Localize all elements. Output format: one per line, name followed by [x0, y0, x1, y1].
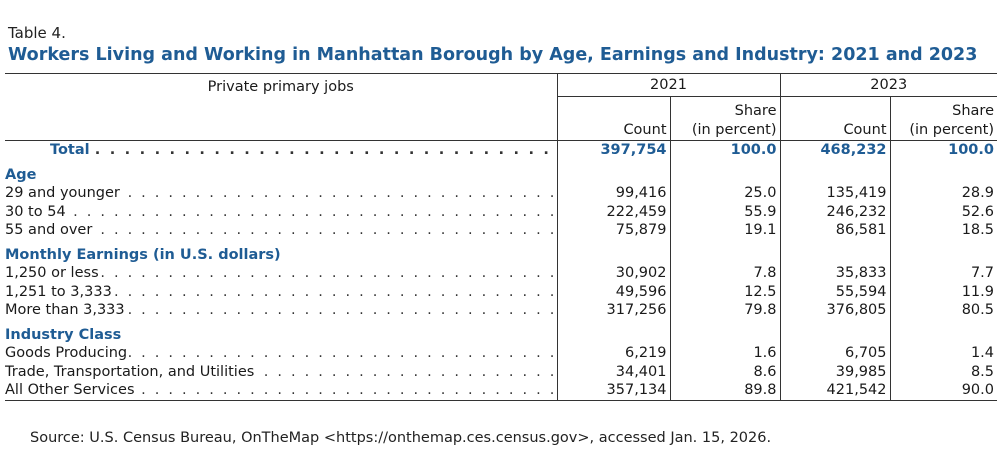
table-row: 29 and younger . . . . . . . . . . . . .… [5, 184, 997, 203]
section-heading: Monthly Earnings (in U.S. dollars) [5, 246, 281, 263]
share-2023: 11.9 [889, 282, 997, 301]
empty-cell [779, 319, 890, 344]
empty-cell [889, 239, 997, 264]
table-title: Workers Living and Working in Manhattan … [8, 45, 978, 65]
table-body: Total . . . . . . . . . . . . . . . . . … [5, 140, 997, 401]
empty-cell [889, 319, 997, 344]
empty-cell [669, 159, 780, 184]
count-header-2023: Count [779, 96, 890, 141]
empty-cell [556, 239, 670, 264]
table-row: Goods Producing . . . . . . . . . . . . … [5, 344, 997, 363]
total-count-2021: 397,754 [556, 140, 670, 160]
year-header-2023: 2023 [779, 73, 997, 97]
share-2023: 90.0 [889, 381, 997, 401]
row-label: 29 and younger . . . . . . . . . . . . .… [5, 185, 553, 201]
share-2021: 1.6 [669, 344, 780, 363]
share-2023: 80.5 [889, 301, 997, 320]
total-label: Total . . . . . . . . . . . . . . . . . … [5, 141, 557, 160]
table-row: 55 and over . . . . . . . . . . . . . . … [5, 221, 997, 240]
empty-cell [889, 159, 997, 184]
share-2021: 8.6 [669, 362, 780, 381]
total-count-2023: 468,232 [779, 140, 890, 160]
table-row: More than 3,333 . . . . . . . . . . . . … [5, 301, 997, 320]
section-heading-row: Age [5, 159, 997, 184]
share-2021: 25.0 [669, 184, 780, 203]
share-2021: 55.9 [669, 202, 780, 221]
share-2023: 52.6 [889, 202, 997, 221]
table-row: All Other Services . . . . . . . . . . .… [5, 381, 997, 401]
empty-cell [779, 239, 890, 264]
count-2021: 49,596 [556, 282, 670, 301]
total-share-2021: 100.0 [669, 140, 780, 160]
share-header-2023: Share (in percent) [889, 96, 997, 141]
stub-header: Private primary jobs [5, 73, 557, 141]
count-2021: 317,256 [556, 301, 670, 320]
count-2021: 222,459 [556, 202, 670, 221]
table-row: 1,250 or less . . . . . . . . . . . . . … [5, 264, 997, 283]
data-table: Private primary jobs 2021 2023 Count Sha… [5, 73, 997, 401]
share-2021: 12.5 [669, 282, 780, 301]
section-heading-row: Industry Class [5, 319, 997, 344]
count-2023: 421,542 [779, 381, 890, 401]
count-2023: 246,232 [779, 202, 890, 221]
count-2023: 376,805 [779, 301, 890, 320]
share-2023: 28.9 [889, 184, 997, 203]
count-2023: 6,705 [779, 344, 890, 363]
total-share-2023: 100.0 [889, 140, 997, 160]
section-heading-row: Monthly Earnings (in U.S. dollars) [5, 239, 997, 264]
share-2023: 8.5 [889, 362, 997, 381]
section-heading: Industry Class [5, 326, 122, 343]
table-row: 30 to 54 . . . . . . . . . . . . . . . .… [5, 202, 997, 221]
row-label: 1,251 to 3,333 . . . . . . . . . . . . .… [5, 283, 553, 300]
row-label: Goods Producing . . . . . . . . . . . . … [5, 345, 553, 361]
count-2023: 135,419 [779, 184, 890, 203]
share-2021: 7.8 [669, 264, 780, 283]
count-2021: 34,401 [556, 362, 670, 381]
count-2021: 6,219 [556, 344, 670, 363]
count-2021: 99,416 [556, 184, 670, 203]
share-2023: 1.4 [889, 344, 997, 363]
total-row: Total . . . . . . . . . . . . . . . . . … [5, 140, 997, 160]
year-header-2021: 2021 [556, 73, 780, 97]
count-2023: 39,985 [779, 362, 890, 381]
empty-cell [669, 239, 780, 264]
share-2021: 19.1 [669, 221, 780, 240]
share-2021: 79.8 [669, 301, 780, 320]
table-label: Table 4. [8, 24, 66, 42]
share-2023: 18.5 [889, 221, 997, 240]
share-2023: 7.7 [889, 264, 997, 283]
share-2021: 89.8 [669, 381, 780, 401]
count-2023: 86,581 [779, 221, 890, 240]
count-2021: 75,879 [556, 221, 670, 240]
row-label: More than 3,333 . . . . . . . . . . . . … [5, 302, 553, 318]
row-label: 1,250 or less . . . . . . . . . . . . . … [5, 265, 553, 281]
section-heading: Age [5, 166, 37, 183]
empty-cell [556, 319, 670, 344]
count-header-2021: Count [556, 96, 670, 141]
row-label: 30 to 54 . . . . . . . . . . . . . . . .… [5, 203, 553, 220]
empty-cell [779, 159, 890, 184]
table-header: Private primary jobs 2021 2023 Count Sha… [5, 73, 997, 141]
source-note: Source: U.S. Census Bureau, OnTheMap <ht… [30, 430, 772, 446]
table-row: 1,251 to 3,333 . . . . . . . . . . . . .… [5, 282, 997, 301]
count-2023: 35,833 [779, 264, 890, 283]
count-2021: 357,134 [556, 381, 670, 401]
empty-cell [556, 159, 670, 184]
row-label: 55 and over . . . . . . . . . . . . . . … [5, 222, 553, 238]
count-2021: 30,902 [556, 264, 670, 283]
empty-cell [669, 319, 780, 344]
table-row: Trade, Transportation, and Utilities . .… [5, 362, 997, 381]
row-label: Trade, Transportation, and Utilities . .… [5, 363, 553, 380]
share-header-2021: Share (in percent) [669, 96, 780, 141]
count-2023: 55,594 [779, 282, 890, 301]
row-label: All Other Services . . . . . . . . . . .… [5, 381, 557, 401]
